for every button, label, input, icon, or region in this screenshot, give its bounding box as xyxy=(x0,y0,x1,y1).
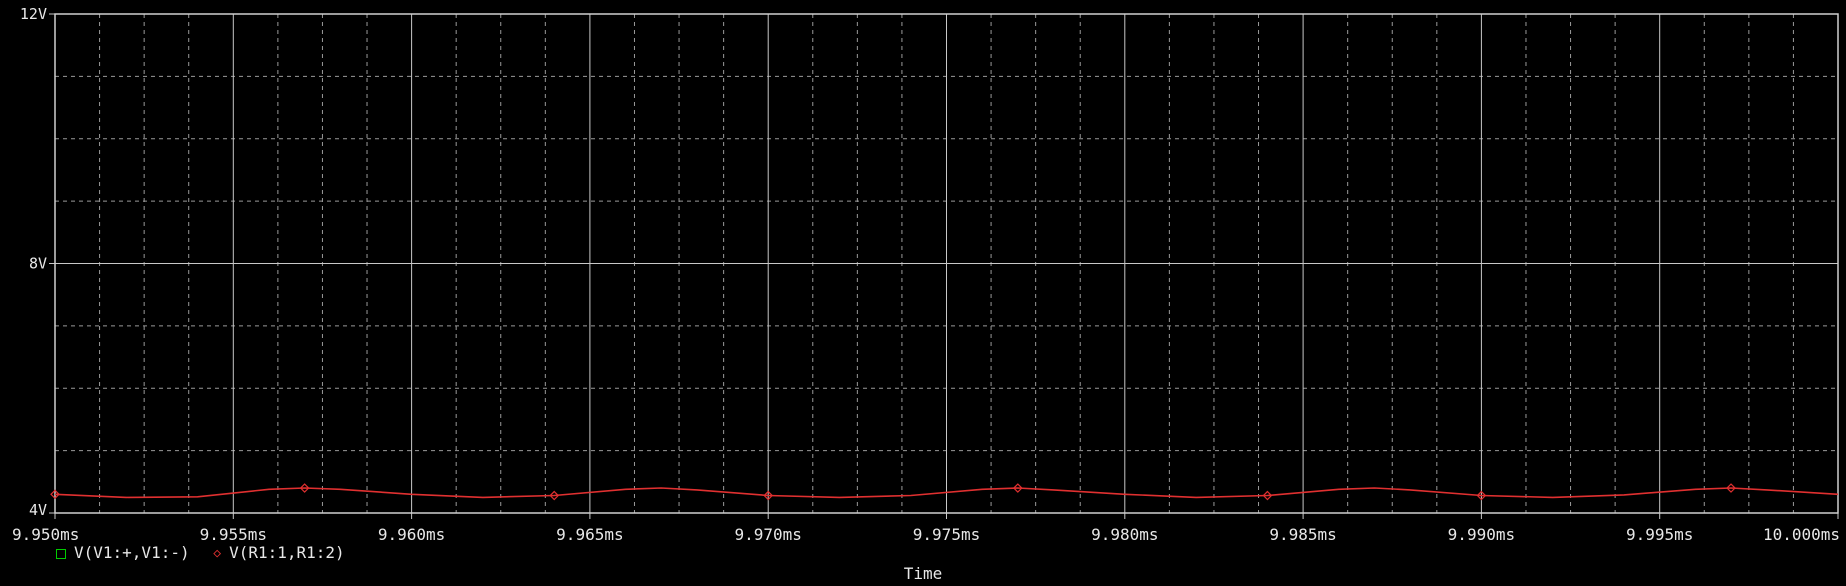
series-marker-1 xyxy=(549,490,560,501)
series-marker-1 xyxy=(1476,490,1487,501)
legend-label-v1: V(V1:+,V1:-) xyxy=(74,543,190,562)
series-line-1 xyxy=(54,487,1839,499)
x-tick-label: 9.985ms xyxy=(1269,525,1336,544)
x-tick-label: 9.950ms xyxy=(12,525,79,544)
x-tick-label: 9.955ms xyxy=(200,525,267,544)
series-marker-1 xyxy=(299,483,310,493)
series-marker-1 xyxy=(1012,483,1023,493)
legend-label-r1: V(R1:1,R1:2) xyxy=(229,543,345,562)
series-marker-1 xyxy=(1726,483,1736,493)
square-marker-icon xyxy=(56,548,66,559)
y-tick-label: 4V xyxy=(29,501,47,519)
x-tick-label: 9.960ms xyxy=(378,525,445,544)
legend: V(V1:+,V1:-) ◇ V(R1:1,R1:2) xyxy=(56,543,359,562)
series-marker-1 xyxy=(1262,490,1273,501)
x-axis-title: Time xyxy=(903,564,943,583)
legend-item-r1[interactable]: ◇ V(R1:1,R1:2) xyxy=(213,543,344,562)
y-tick-label: 8V xyxy=(29,255,47,273)
x-tick-label: 9.970ms xyxy=(734,525,801,544)
diamond-marker-icon: ◇ xyxy=(213,546,222,561)
plot-frame xyxy=(54,13,1839,514)
series-marker-1 xyxy=(763,490,774,501)
x-tick-label: 9.975ms xyxy=(913,525,980,544)
series-marker-1 xyxy=(50,489,60,500)
y-tick-label: 12V xyxy=(20,5,47,23)
x-tick-label: 10.000ms xyxy=(1763,525,1840,544)
legend-item-v1[interactable]: V(V1:+,V1:-) xyxy=(56,543,190,562)
x-tick-label: 9.980ms xyxy=(1091,525,1158,544)
x-tick-label: 9.995ms xyxy=(1626,525,1693,544)
x-tick-label: 9.965ms xyxy=(556,525,623,544)
x-tick-label: 9.990ms xyxy=(1448,525,1515,544)
